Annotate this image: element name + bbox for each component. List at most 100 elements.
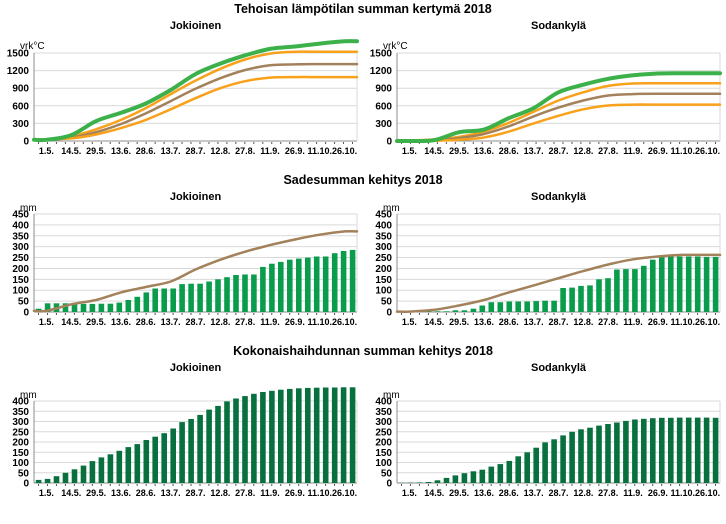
x-axis-label: 28.7. [548, 317, 568, 327]
evaporation-sum-2018-bar [488, 466, 495, 483]
evaporation-sum-2018-bar [233, 398, 239, 483]
x-axis-label: 11.9. [623, 317, 643, 327]
y-axis-unit-label: mm [383, 203, 400, 214]
x-axis-label: 12.8. [573, 146, 593, 156]
rain-sum-2018-bar [542, 300, 548, 312]
y-tick-label: 400 [12, 220, 29, 231]
green-bold-2018-line [395, 71, 722, 144]
evaporation-sum-2018-bar [98, 457, 105, 483]
y-tick-label: 0 [23, 137, 29, 148]
x-axis-label: 13.7. [524, 488, 544, 498]
orange-upper-line [32, 50, 359, 141]
evaporation-sum-2018-bar [269, 390, 275, 484]
rain-sum-2018-bar [331, 253, 338, 312]
x-axis-label: 11.9. [623, 488, 643, 498]
x-axis-label: 28.7. [185, 317, 205, 327]
x-axis-label: 11.9. [623, 146, 643, 156]
x-axis-label: 13.7. [524, 317, 544, 327]
evaporation-sum-2018-bar [524, 452, 530, 483]
x-axis-label: 13.7. [524, 146, 544, 156]
x-axis-label: 26.9. [285, 317, 305, 327]
x-axis-label: 12.8. [573, 317, 593, 327]
x-axis-label: 28.6. [499, 146, 519, 156]
x-axis-label: 26.10. [695, 488, 720, 498]
brown-middle-line [32, 62, 359, 142]
x-axis-label: 11.10. [670, 146, 695, 156]
evaporation-sum-2018-bar [623, 420, 629, 483]
rain-sum-2018-bar [515, 301, 521, 312]
x-axis-label: 28.7. [185, 146, 205, 156]
y-tick-label: 100 [12, 286, 29, 297]
rain-sum-2018-bar [587, 285, 593, 312]
evaporation-chart-sodankyla: Sodankylä mm 0 50 100 150 200 250 300 350 400 1.5… [363, 359, 726, 513]
evaporation-sum-2018-bar [416, 482, 423, 483]
y-tick-label: 1500 [7, 49, 30, 60]
section-title: Sadesumman kehitys 2018 [283, 173, 443, 187]
y-tick-label: 200 [375, 438, 392, 449]
evaporation-sum-2018-bar [251, 393, 257, 483]
evaporation-sum-2018-bar [569, 431, 575, 484]
x-axis-label: 26.10. [695, 317, 720, 327]
x-axis-label: 14.5. [61, 317, 81, 327]
rain-sum-2018-bar [71, 303, 78, 312]
rain-sum-2018-bar [143, 292, 150, 312]
x-axis-label: 28.7. [185, 488, 205, 498]
rain-sum-2018-bar [632, 269, 638, 312]
x-axis-label: 11.9. [260, 146, 280, 156]
evaporation-sum-2018-bar [650, 418, 656, 483]
chart-subtitle: Sodankylä [530, 362, 587, 374]
green-bold-2018-line [32, 39, 359, 143]
evaporation-sum-2018-bar [313, 387, 320, 483]
x-axis-label: 11.10. [670, 317, 695, 327]
x-axis-label: 27.8. [598, 317, 618, 327]
y-tick-label: 50 [18, 297, 30, 308]
evaporation-sum-2018-bar [322, 387, 329, 483]
rain-sum-2018-bar [488, 302, 495, 312]
x-axis-label: 11.10. [307, 146, 332, 156]
rain-sum-2018-bar [233, 275, 239, 312]
temperature-sum-chart-sodankyla: Sodankylä vrk°C 0 300 600 900 1200 1500 1.5. 14… [363, 17, 726, 171]
y-tick-label: 200 [12, 264, 29, 275]
temperature-sum-chart-jokioinen: Jokioinen vrk°C 0 300 600 900 1200 1500 1.5. 14… [0, 17, 363, 171]
brown-average-line [32, 229, 359, 313]
y-tick-label: 300 [375, 242, 392, 253]
x-axis-label: 29.5. [86, 317, 106, 327]
x-axis-label: 1.5. [402, 146, 417, 156]
rain-sum-2018-bar [269, 263, 275, 312]
x-axis-label: 26.10. [695, 146, 720, 156]
evaporation-sum-2018-bar [659, 417, 665, 483]
evaporation-sum-2018-bar [152, 436, 158, 483]
y-tick-label: 300 [12, 417, 29, 428]
x-axis-label: 26.10. [332, 146, 357, 156]
evaporation-sum-2018-bar [170, 428, 176, 483]
x-axis-label: 1.5. [402, 488, 417, 498]
rain-sum-2018-bar [560, 288, 566, 312]
evaporation-sum-2018-bar [542, 442, 548, 483]
x-axis-label: 14.5. [424, 317, 444, 327]
x-axis-label: 11.10. [307, 488, 332, 498]
evaporation-sum-2018-bar [443, 477, 450, 483]
evaporation-sum-2018-bar [434, 480, 441, 483]
evaporation-sum-2018-bar [694, 417, 701, 483]
x-axis-label: 1.5. [39, 317, 54, 327]
evaporation-sum-2018-bar [497, 464, 504, 483]
rain-sum-2018-bar [197, 283, 203, 312]
y-tick-label: 0 [386, 137, 392, 148]
evaporation-sum-2018-bar [551, 439, 557, 483]
x-axis-label: 29.5. [86, 146, 106, 156]
rain-sum-2018-bar [152, 288, 158, 312]
y-tick-label: 250 [375, 427, 392, 438]
y-tick-label: 250 [375, 253, 392, 264]
y-axis-unit-label: mm [20, 390, 37, 401]
y-tick-label: 1200 [370, 66, 393, 77]
rain-sum-2018-bar [179, 284, 185, 312]
rain-sum-2018-bar [224, 277, 230, 312]
rain-sum-2018-bar [569, 287, 575, 312]
rain-sum-2018-bar [676, 256, 683, 312]
rain-sum-2018-bar [434, 311, 441, 312]
evaporation-sum-2018-bar [35, 479, 42, 483]
x-axis-label: 27.8. [598, 146, 618, 156]
y-axis-unit-label: mm [383, 390, 400, 401]
